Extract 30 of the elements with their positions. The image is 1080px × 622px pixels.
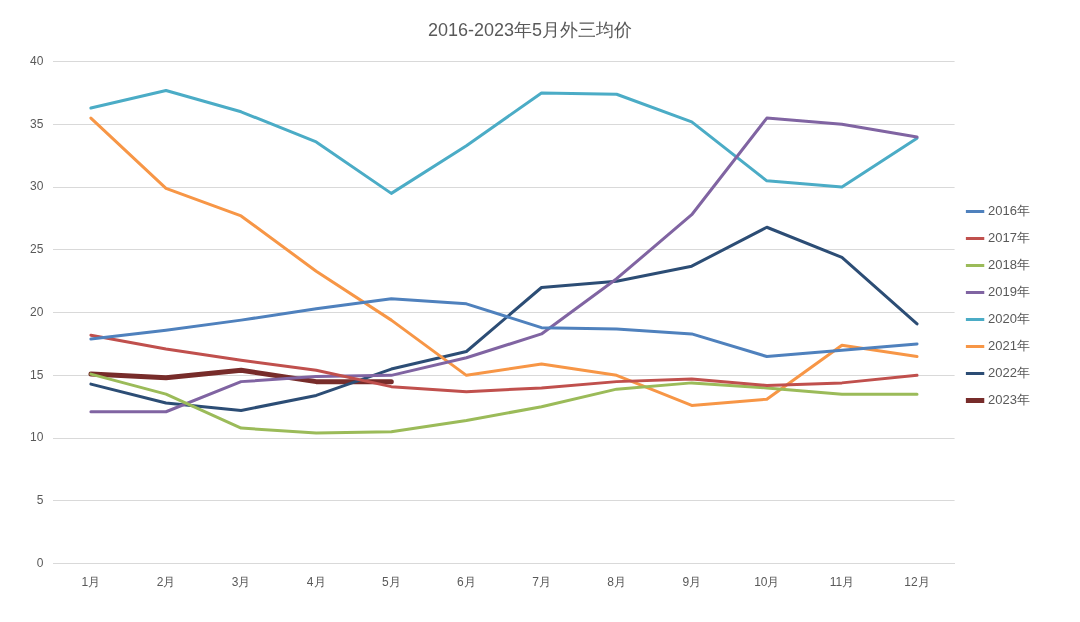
legend-label: 2019年 (988, 284, 1030, 300)
legend-label: 2016年 (988, 203, 1030, 219)
x-tick-label: 12月 (904, 575, 930, 590)
y-tick-label: 25 (29, 242, 44, 257)
x-tick-label: 2月 (156, 575, 176, 590)
legend-label: 2021年 (988, 338, 1030, 354)
y-tick-label: 10 (29, 430, 44, 445)
y-tick-label: 0 (36, 555, 44, 570)
x-tick-label: 4月 (306, 575, 326, 590)
x-tick-label: 3月 (231, 575, 251, 590)
x-tick-label: 7月 (532, 575, 551, 590)
y-tick-label: 30 (29, 179, 44, 194)
y-tick-label: 35 (29, 116, 44, 131)
y-tick-label: 5 (36, 493, 44, 508)
legend-label: 2017年 (988, 230, 1030, 246)
x-tick-label: 9月 (682, 575, 702, 590)
legend-label: 2022年 (988, 365, 1030, 381)
chart-title: 2016-2023年5月外三均价 (427, 19, 633, 40)
x-tick-label: 11月 (829, 575, 855, 590)
x-tick-label: 10月 (754, 575, 780, 590)
y-tick-label: 40 (29, 53, 44, 68)
y-tick-label: 15 (29, 367, 44, 382)
x-tick-label: 1月 (81, 575, 101, 590)
legend-label: 2020年 (988, 311, 1030, 327)
x-tick-label: 8月 (607, 575, 626, 590)
x-tick-label: 5月 (381, 575, 401, 590)
x-tick-label: 6月 (457, 575, 476, 590)
y-tick-label: 20 (29, 304, 44, 319)
legend-label: 2018年 (988, 257, 1030, 273)
legend-label: 2023年 (988, 392, 1030, 408)
